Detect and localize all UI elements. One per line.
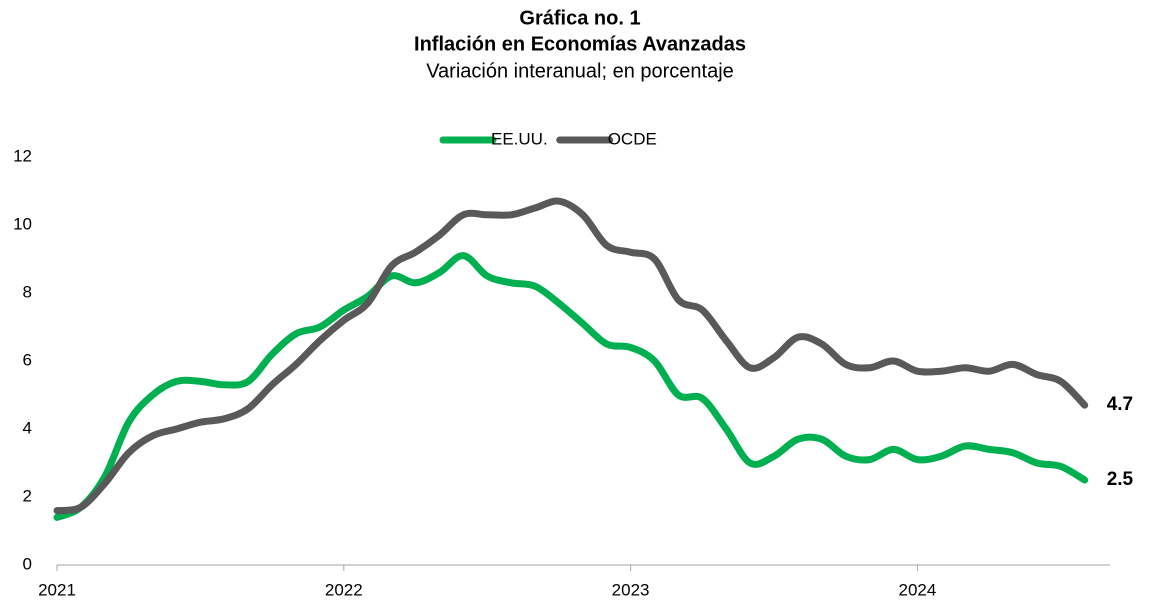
y-tick-label: 12	[13, 146, 32, 165]
y-tick-label: 6	[23, 350, 32, 369]
y-tick-label: 4	[23, 418, 32, 437]
series-line	[53, 197, 1089, 515]
y-tick-label: 0	[23, 554, 32, 573]
end-label: 2.5	[1107, 469, 1134, 490]
chart-subtitle: Variación interanual; en porcentaje	[426, 60, 734, 82]
y-tick-label: 10	[13, 214, 32, 233]
x-tick-label: 2023	[612, 580, 650, 599]
series-line	[53, 252, 1089, 521]
end-label: 4.7	[1107, 394, 1133, 415]
x-tick-label: 2022	[325, 580, 363, 599]
x-tick-label: 2021	[38, 580, 76, 599]
y-tick-label: 8	[23, 282, 32, 301]
y-tick-label: 2	[23, 486, 32, 505]
chart-title: Gráfica no. 1	[519, 7, 640, 29]
x-tick-label: 2024	[898, 580, 936, 599]
legend-label: EE.UU.	[491, 129, 548, 148]
legend-label: OCDE	[608, 129, 657, 148]
chart-subtitle: Inflación en Economías Avanzadas	[414, 33, 746, 55]
